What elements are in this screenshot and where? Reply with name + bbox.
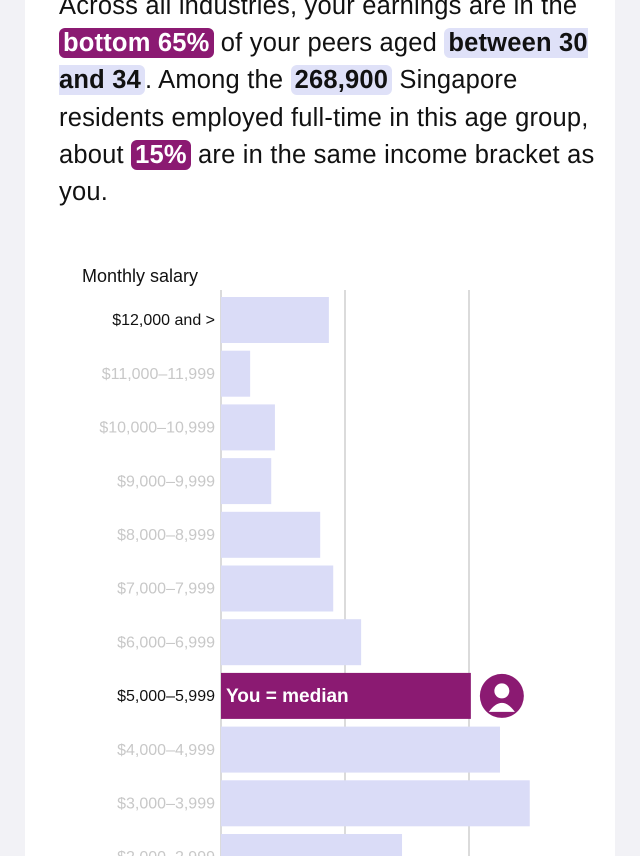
icon-body [488, 702, 515, 712]
bar [221, 297, 329, 343]
y-tick-label: $2,000–2,999 [117, 849, 215, 856]
text: are in the same income bracket as you. [59, 140, 595, 207]
icon-head [494, 683, 510, 699]
bar [221, 350, 251, 397]
y-tick-label: $4,000–4,999 [117, 742, 215, 759]
text: Across all industries, your earnings are… [59, 0, 578, 20]
bar [221, 619, 362, 666]
y-tick-label: $6,000–6,999 [117, 634, 215, 651]
bar [221, 726, 500, 773]
y-tick-label: $11,000–11,999 [102, 366, 215, 383]
annotation: You = median [226, 686, 349, 707]
highlight: bottom 65% [59, 28, 214, 59]
bar [221, 565, 334, 612]
you-icon [479, 673, 524, 718]
bar [221, 780, 530, 827]
intro-text: Across all industries, your earnings are… [59, 0, 599, 211]
y-tick-label: $10,000–10,999 [99, 420, 215, 437]
highlight: 15% [131, 139, 191, 170]
bar [221, 458, 272, 505]
y-tick-label: $3,000–3,999 [117, 796, 215, 813]
text: . Among the [144, 66, 291, 95]
text: Singapore residents employed full-time i… [59, 66, 589, 169]
text: of your peers aged [213, 29, 445, 58]
bar [221, 672, 471, 719]
y-tick-label: $5,000–5,999 [117, 688, 215, 705]
highlight: 268,900 [290, 65, 393, 96]
y-tick-label: $7,000–7,999 [117, 581, 215, 598]
bar [221, 404, 275, 451]
axis-title: Monthly salary [82, 266, 198, 286]
bar [221, 834, 403, 856]
bar [221, 511, 321, 558]
y-tick-label: $12,000 and > [112, 312, 215, 329]
y-tick-label: $8,000–8,999 [117, 527, 215, 544]
y-tick-label: $9,000–9,999 [117, 473, 215, 490]
